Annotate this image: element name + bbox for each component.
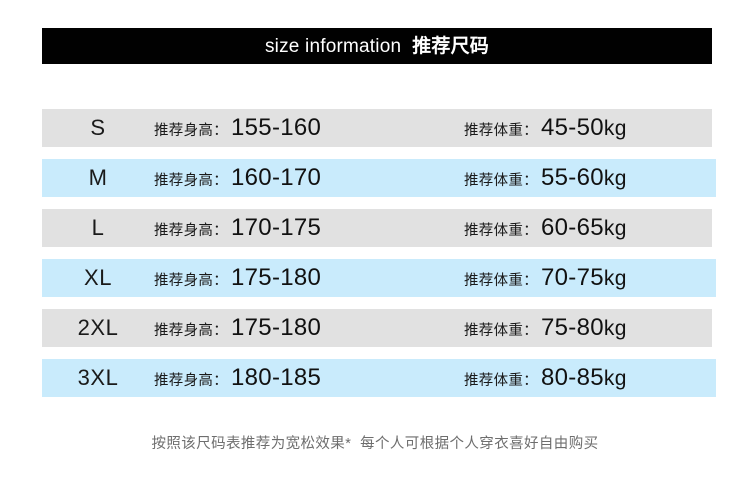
cell-height: 推荐身高： 170-175	[154, 214, 426, 242]
weight-value: 75-80kg	[541, 314, 627, 342]
weight-number: 80-85	[541, 364, 604, 391]
footer-note: 按照该尺码表推荐为宽松效果* 每个人可根据个人穿衣喜好自由购买	[151, 436, 599, 452]
cell-height: 推荐身高： 160-170	[154, 164, 426, 192]
cell-height: 推荐身高： 155-160	[154, 114, 426, 142]
size-information-header: size information 推荐尺码	[42, 28, 712, 64]
cell-weight: 推荐体重： 60-65kg	[426, 214, 712, 242]
height-label: 推荐身高：	[154, 123, 228, 139]
header-title-english: size information	[264, 35, 402, 57]
weight-number: 55-60	[541, 164, 604, 191]
cell-weight: 推荐体重： 45-50kg	[426, 114, 712, 142]
cell-size: 2XL	[77, 315, 119, 340]
weight-value: 70-75kg	[541, 264, 627, 292]
cell-weight: 推荐体重： 70-75kg	[426, 264, 716, 292]
height-value: 175-180	[231, 264, 322, 291]
height-value: 180-185	[231, 364, 322, 391]
height-value: 175-180	[231, 314, 322, 341]
height-label: 推荐身高：	[154, 323, 228, 339]
weight-unit: kg	[603, 167, 627, 190]
cell-height: 推荐身高： 180-185	[154, 364, 426, 392]
height-label: 推荐身高：	[154, 223, 228, 239]
weight-unit: kg	[603, 317, 627, 340]
weight-number: 70-75	[541, 264, 604, 291]
cell-size: 3XL	[77, 365, 119, 390]
cell-size: L	[91, 215, 105, 240]
height-label: 推荐身高：	[154, 373, 228, 389]
weight-number: 75-80	[541, 314, 604, 341]
weight-value: 60-65kg	[541, 214, 627, 242]
size-table: S 推荐身高： 155-160 推荐体重： 45-50kg M 推荐身高： 16…	[42, 109, 716, 409]
cell-size: S	[90, 115, 106, 140]
weight-value: 55-60kg	[541, 164, 627, 192]
table-row: 2XL 推荐身高： 175-180 推荐体重： 75-80kg	[42, 309, 712, 347]
weight-value: 80-85kg	[541, 364, 627, 392]
weight-number: 60-65	[541, 214, 604, 241]
table-row: 3XL 推荐身高： 180-185 推荐体重： 80-85kg	[42, 359, 716, 397]
cell-size: XL	[84, 265, 112, 290]
header-title-chinese: 推荐尺码	[412, 35, 490, 57]
height-value: 155-160	[231, 114, 322, 141]
cell-weight: 推荐体重： 80-85kg	[426, 364, 716, 392]
weight-value: 45-50kg	[541, 114, 627, 142]
weight-label: 推荐体重：	[464, 123, 538, 139]
header-title: size information 推荐尺码	[265, 37, 489, 56]
height-label: 推荐身高：	[154, 173, 228, 189]
header-title-spacer	[401, 36, 412, 57]
weight-label: 推荐体重：	[464, 323, 538, 339]
table-row: L 推荐身高： 170-175 推荐体重： 60-65kg	[42, 209, 712, 247]
height-value: 160-170	[231, 164, 322, 191]
weight-label: 推荐体重：	[464, 373, 538, 389]
height-value: 170-175	[231, 214, 322, 241]
cell-size: M	[88, 165, 108, 190]
table-row: XL 推荐身高： 175-180 推荐体重： 70-75kg	[42, 259, 716, 297]
weight-unit: kg	[603, 267, 627, 290]
cell-height: 推荐身高： 175-180	[154, 314, 426, 342]
cell-height: 推荐身高： 175-180	[154, 264, 426, 292]
weight-label: 推荐体重：	[464, 273, 538, 289]
weight-unit: kg	[603, 217, 627, 240]
cell-weight: 推荐体重： 75-80kg	[426, 314, 712, 342]
weight-unit: kg	[603, 117, 627, 140]
table-row: S 推荐身高： 155-160 推荐体重： 45-50kg	[42, 109, 712, 147]
table-row: M 推荐身高： 160-170 推荐体重： 55-60kg	[42, 159, 716, 197]
height-label: 推荐身高：	[154, 273, 228, 289]
weight-unit: kg	[603, 367, 627, 390]
weight-label: 推荐体重：	[464, 223, 538, 239]
cell-weight: 推荐体重： 55-60kg	[426, 164, 716, 192]
weight-number: 45-50	[541, 114, 604, 141]
weight-label: 推荐体重：	[464, 173, 538, 189]
